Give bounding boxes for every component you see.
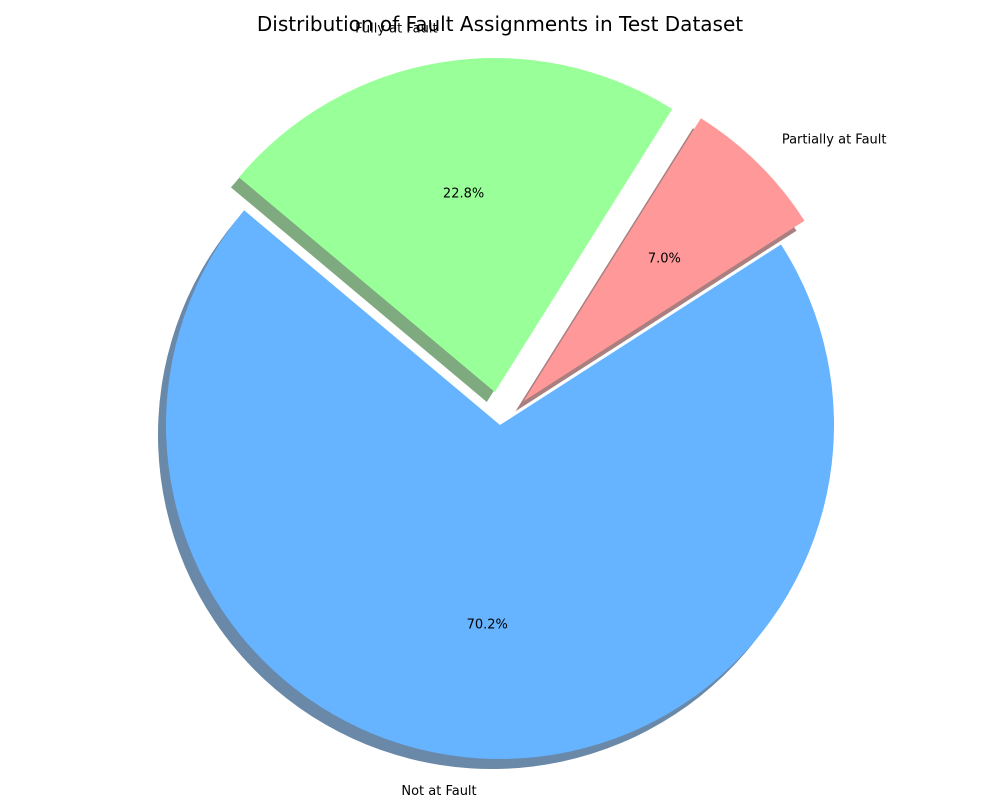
slice-percent-fully-at-fault: 22.8% bbox=[443, 187, 484, 202]
slice-label-not-at-fault: Not at Fault bbox=[401, 784, 476, 799]
slice-label-partially-at-fault: Partially at Fault bbox=[782, 133, 887, 148]
slice-layer bbox=[165, 58, 834, 760]
slice-label-fully-at-fault: Fully at Fault bbox=[355, 22, 437, 37]
slice-percent-partially-at-fault: 7.0% bbox=[648, 251, 681, 266]
pie-slice-fully-at-fault bbox=[238, 58, 673, 393]
chart-title: Distribution of Fault Assignments in Tes… bbox=[257, 12, 743, 36]
label-layer: Not at Fault 70.2% Partially at Fault 7.0% F… bbox=[355, 22, 886, 800]
pie-slice-not-at-fault bbox=[165, 210, 834, 760]
pie-slice-partially-at-fault bbox=[523, 118, 805, 402]
slice-percent-not-at-fault: 70.2% bbox=[467, 618, 508, 633]
